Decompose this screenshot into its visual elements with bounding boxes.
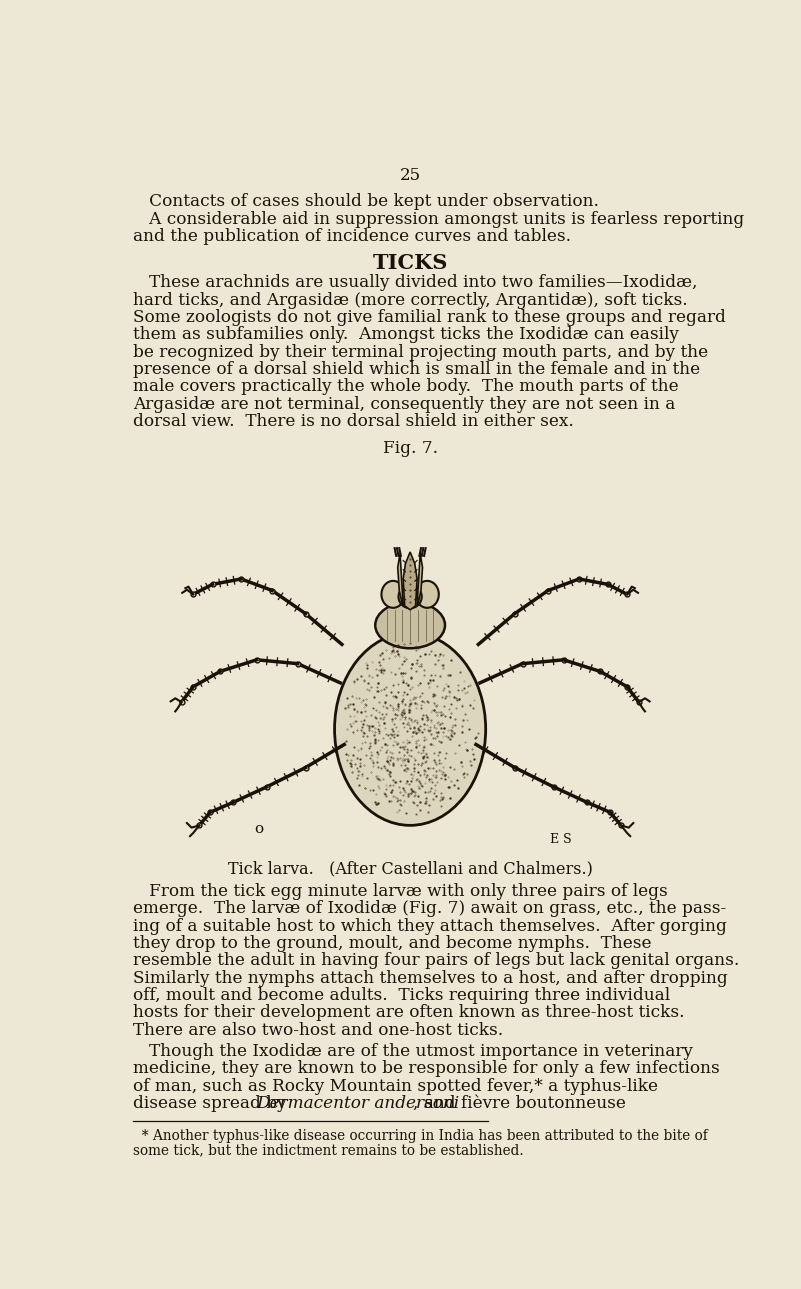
Text: E S: E S — [550, 833, 572, 846]
Text: hard ticks, and Argasidæ (more correctly, Argantidæ), soft ticks.: hard ticks, and Argasidæ (more correctly… — [133, 291, 687, 309]
Text: Some zoologists do not give familial rank to these groups and regard: Some zoologists do not give familial ran… — [133, 309, 726, 326]
Text: Contacts of cases should be kept under observation.: Contacts of cases should be kept under o… — [133, 193, 598, 210]
Text: resemble the adult in having four pairs of legs but lack genital organs.: resemble the adult in having four pairs … — [133, 953, 739, 969]
Polygon shape — [417, 553, 422, 605]
Text: These arachnids are usually divided into two families—Ixodidæ,: These arachnids are usually divided into… — [133, 275, 697, 291]
Text: 25: 25 — [400, 168, 421, 184]
Ellipse shape — [375, 602, 445, 648]
Text: male covers practically the whole body.  The mouth parts of the: male covers practically the whole body. … — [133, 379, 678, 396]
Text: medicine, they are known to be responsible for only a few infections: medicine, they are known to be responsib… — [133, 1060, 719, 1078]
Text: disease spread by: disease spread by — [133, 1094, 292, 1112]
Text: hosts for their development are often known as three-host ticks.: hosts for their development are often kn… — [133, 1004, 684, 1021]
Text: A considerable aid in suppression amongst units is fearless reporting: A considerable aid in suppression amongs… — [133, 210, 744, 227]
Text: presence of a dorsal shield which is small in the female and in the: presence of a dorsal shield which is sma… — [133, 361, 700, 378]
Polygon shape — [403, 552, 417, 610]
Polygon shape — [398, 553, 403, 605]
Text: emerge.  The larvæ of Ixodidæ (Fig. 7) await on grass, etc., the pass-: emerge. The larvæ of Ixodidæ (Fig. 7) aw… — [133, 901, 726, 918]
Text: Argasidæ are not terminal, consequently they are not seen in a: Argasidæ are not terminal, consequently … — [133, 396, 675, 412]
Text: o: o — [255, 821, 264, 835]
Text: Dermacentor andersoni: Dermacentor andersoni — [256, 1094, 459, 1112]
Text: ing of a suitable host to which they attach themselves.  After gorging: ing of a suitable host to which they att… — [133, 918, 727, 935]
Text: be recognized by their terminal projecting mouth parts, and by the: be recognized by their terminal projecti… — [133, 344, 708, 361]
Text: * Another typhus-like disease occurring in India has been attributed to the bite: * Another typhus-like disease occurring … — [133, 1129, 707, 1143]
Text: Tick larva.   (After Castellani and Chalmers.): Tick larva. (After Castellani and Chalme… — [227, 860, 593, 877]
Text: they drop to the ground, moult, and become nymphs.  These: they drop to the ground, moult, and beco… — [133, 935, 651, 953]
Text: and the publication of incidence curves and tables.: and the publication of incidence curves … — [133, 228, 571, 245]
Text: dorsal view.  There is no dorsal shield in either sex.: dorsal view. There is no dorsal shield i… — [133, 412, 574, 431]
Text: them as subfamilies only.  Amongst ticks the Ixodidæ can easily: them as subfamilies only. Amongst ticks … — [133, 326, 678, 343]
Text: Similarly the nymphs attach themselves to a host, and after dropping: Similarly the nymphs attach themselves t… — [133, 969, 727, 986]
Text: Fig. 7.: Fig. 7. — [383, 440, 437, 456]
Text: , and fièvre boutonneuse: , and fièvre boutonneuse — [413, 1094, 626, 1112]
Text: There are also two-host and one-host ticks.: There are also two-host and one-host tic… — [133, 1022, 503, 1039]
Ellipse shape — [416, 581, 439, 608]
Text: From the tick egg minute larvæ with only three pairs of legs: From the tick egg minute larvæ with only… — [133, 883, 667, 900]
Ellipse shape — [381, 581, 405, 608]
Text: some tick, but the indictment remains to be established.: some tick, but the indictment remains to… — [133, 1143, 523, 1158]
Ellipse shape — [335, 633, 485, 825]
Text: Though the Ixodidæ are of the utmost importance in veterinary: Though the Ixodidæ are of the utmost imp… — [133, 1043, 693, 1060]
Text: off, moult and become adults.  Ticks requiring three individual: off, moult and become adults. Ticks requ… — [133, 987, 670, 1004]
Ellipse shape — [399, 585, 422, 608]
Text: TICKS: TICKS — [372, 253, 448, 273]
Text: of man, such as Rocky Mountain spotted fever,* a typhus-like: of man, such as Rocky Mountain spotted f… — [133, 1078, 658, 1094]
